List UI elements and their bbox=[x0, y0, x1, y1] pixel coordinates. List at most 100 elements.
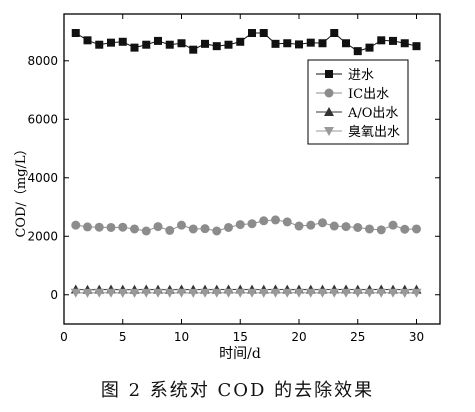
data-point bbox=[212, 42, 221, 51]
legend-label: 臭氧出水 bbox=[348, 125, 400, 140]
data-point bbox=[200, 288, 210, 298]
data-point bbox=[83, 36, 92, 45]
data-point bbox=[305, 288, 316, 298]
data-point bbox=[365, 43, 374, 52]
data-point bbox=[283, 39, 292, 48]
data-point bbox=[317, 288, 328, 298]
chart-axes: 0 5 10 15 20 25 30 0 2000 4000 6000 8000 bbox=[27, 13, 441, 344]
data-point bbox=[248, 29, 256, 38]
data-point bbox=[412, 42, 421, 51]
legend-marker bbox=[325, 70, 333, 78]
data-point bbox=[247, 219, 257, 229]
data-point bbox=[282, 288, 293, 298]
x-tick-label: 30 bbox=[409, 330, 424, 344]
data-point bbox=[318, 218, 327, 228]
data-point bbox=[130, 43, 139, 52]
data-point bbox=[259, 216, 269, 226]
data-point bbox=[94, 222, 104, 232]
y-tick-label: 0 bbox=[50, 288, 58, 302]
data-point bbox=[153, 288, 163, 298]
data-point bbox=[165, 40, 174, 49]
data-point bbox=[223, 288, 234, 298]
data-point bbox=[270, 288, 281, 298]
data-point bbox=[365, 224, 374, 234]
data-point bbox=[236, 37, 245, 46]
data-point bbox=[130, 224, 139, 234]
legend-marker bbox=[324, 107, 334, 116]
data-point bbox=[389, 36, 397, 45]
series-3 bbox=[70, 288, 422, 298]
data-point bbox=[318, 39, 327, 48]
data-point bbox=[294, 288, 304, 298]
y-tick-label: 4000 bbox=[27, 171, 58, 185]
x-tick-label: 10 bbox=[174, 330, 189, 344]
data-point bbox=[118, 222, 128, 232]
data-point bbox=[342, 39, 350, 48]
data-point bbox=[106, 288, 116, 298]
series-0 bbox=[71, 29, 421, 56]
plot-frame bbox=[63, 13, 441, 325]
data-point bbox=[364, 288, 375, 298]
data-point bbox=[154, 36, 162, 45]
data-point bbox=[129, 288, 140, 298]
data-point bbox=[107, 38, 115, 47]
data-point bbox=[412, 224, 421, 234]
data-point bbox=[153, 222, 163, 232]
data-point bbox=[282, 217, 292, 227]
data-point bbox=[329, 288, 340, 298]
legend-label: A/O出水 bbox=[347, 106, 398, 121]
data-point bbox=[271, 39, 280, 48]
data-point bbox=[211, 288, 222, 298]
data-point bbox=[353, 47, 362, 56]
data-point bbox=[400, 224, 410, 234]
legend-marker bbox=[324, 88, 334, 98]
series-1 bbox=[71, 215, 421, 236]
x-tick-label: 5 bbox=[119, 330, 127, 344]
data-point bbox=[117, 288, 128, 298]
data-point bbox=[400, 39, 409, 48]
x-tick-label: 15 bbox=[233, 330, 248, 344]
data-point bbox=[377, 36, 386, 45]
x-axis-label: 时间/d bbox=[219, 346, 261, 362]
data-point bbox=[94, 288, 105, 298]
data-point bbox=[188, 288, 199, 298]
y-axis-label: COD/（mg/L） bbox=[14, 142, 29, 237]
data-point bbox=[212, 226, 222, 236]
data-point bbox=[306, 220, 316, 230]
data-point bbox=[177, 220, 186, 230]
data-point bbox=[376, 225, 386, 235]
data-point bbox=[247, 288, 257, 298]
y-tick-label: 2000 bbox=[27, 229, 58, 243]
data-point bbox=[189, 45, 198, 54]
data-point bbox=[388, 220, 398, 230]
data-point bbox=[176, 288, 187, 298]
data-point bbox=[82, 288, 93, 298]
data-point bbox=[164, 288, 175, 298]
legend-marker bbox=[324, 127, 334, 136]
data-point bbox=[71, 29, 80, 38]
data-point bbox=[95, 40, 104, 49]
x-tick-label: 25 bbox=[350, 330, 365, 344]
data-point bbox=[165, 225, 175, 235]
data-point bbox=[177, 39, 186, 48]
data-point bbox=[341, 288, 351, 298]
legend-label: IC出水 bbox=[348, 87, 389, 102]
data-point bbox=[411, 288, 422, 298]
data-point bbox=[118, 37, 127, 46]
data-point bbox=[329, 221, 339, 231]
chart-series bbox=[70, 29, 422, 298]
data-point bbox=[235, 288, 246, 298]
x-tick-label: 0 bbox=[60, 330, 68, 344]
data-point bbox=[224, 222, 233, 232]
data-point bbox=[376, 288, 387, 298]
data-point bbox=[294, 221, 304, 231]
data-point bbox=[141, 288, 152, 298]
legend-label: 进水 bbox=[348, 68, 374, 83]
data-point bbox=[106, 222, 116, 232]
data-point bbox=[142, 40, 151, 49]
data-point bbox=[235, 220, 245, 230]
data-point bbox=[295, 40, 303, 49]
data-point bbox=[71, 220, 81, 230]
data-point bbox=[188, 224, 198, 234]
